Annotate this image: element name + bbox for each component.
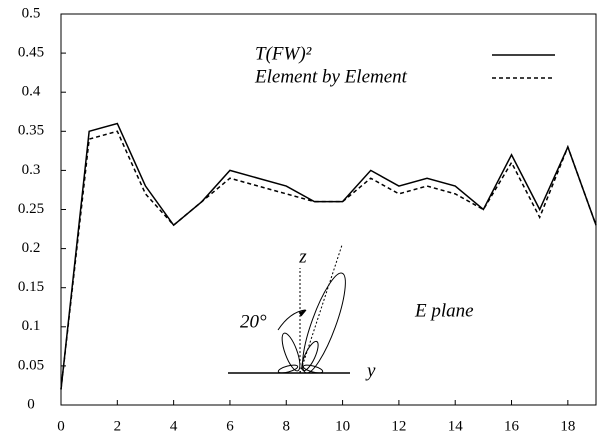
y-tick-label: 0.05 xyxy=(18,357,44,373)
y-tick-label: 0.3 xyxy=(22,162,41,178)
x-tick-label: 14 xyxy=(448,418,464,434)
y-tick-label: 0.5 xyxy=(22,5,41,21)
y-tick-label: 0.4 xyxy=(22,84,41,100)
annotation: y xyxy=(365,360,376,381)
y-tick-label: 0.45 xyxy=(18,45,44,61)
inset-diagram xyxy=(228,244,350,374)
y-tick-label: 0.25 xyxy=(18,201,44,217)
y-tick-label: 0 xyxy=(27,396,35,412)
annotation: 20° xyxy=(240,311,267,332)
legend-label: Element by Element xyxy=(254,66,408,87)
x-tick-label: 16 xyxy=(504,418,520,434)
x-tick-label: 2 xyxy=(114,418,122,434)
y-tick-label: 0.15 xyxy=(18,279,44,295)
x-tick-label: 12 xyxy=(391,418,406,434)
x-tick-label: 10 xyxy=(335,418,350,434)
y-tick-label: 0.2 xyxy=(22,240,41,256)
x-tick-label: 0 xyxy=(57,418,65,434)
y-tick-label: 0.35 xyxy=(18,123,44,139)
x-tick-label: 18 xyxy=(560,418,575,434)
series-line xyxy=(60,122,597,390)
x-tick-label: 8 xyxy=(283,418,291,434)
x-tick-label: 6 xyxy=(226,418,234,434)
annotation: z xyxy=(298,246,307,267)
series-line xyxy=(60,130,597,390)
x-tick-label: 4 xyxy=(170,418,178,434)
annotation: E plane xyxy=(414,300,474,321)
y-tick-label: 0.1 xyxy=(22,318,41,334)
legend-label: T(FW)² xyxy=(255,43,312,64)
